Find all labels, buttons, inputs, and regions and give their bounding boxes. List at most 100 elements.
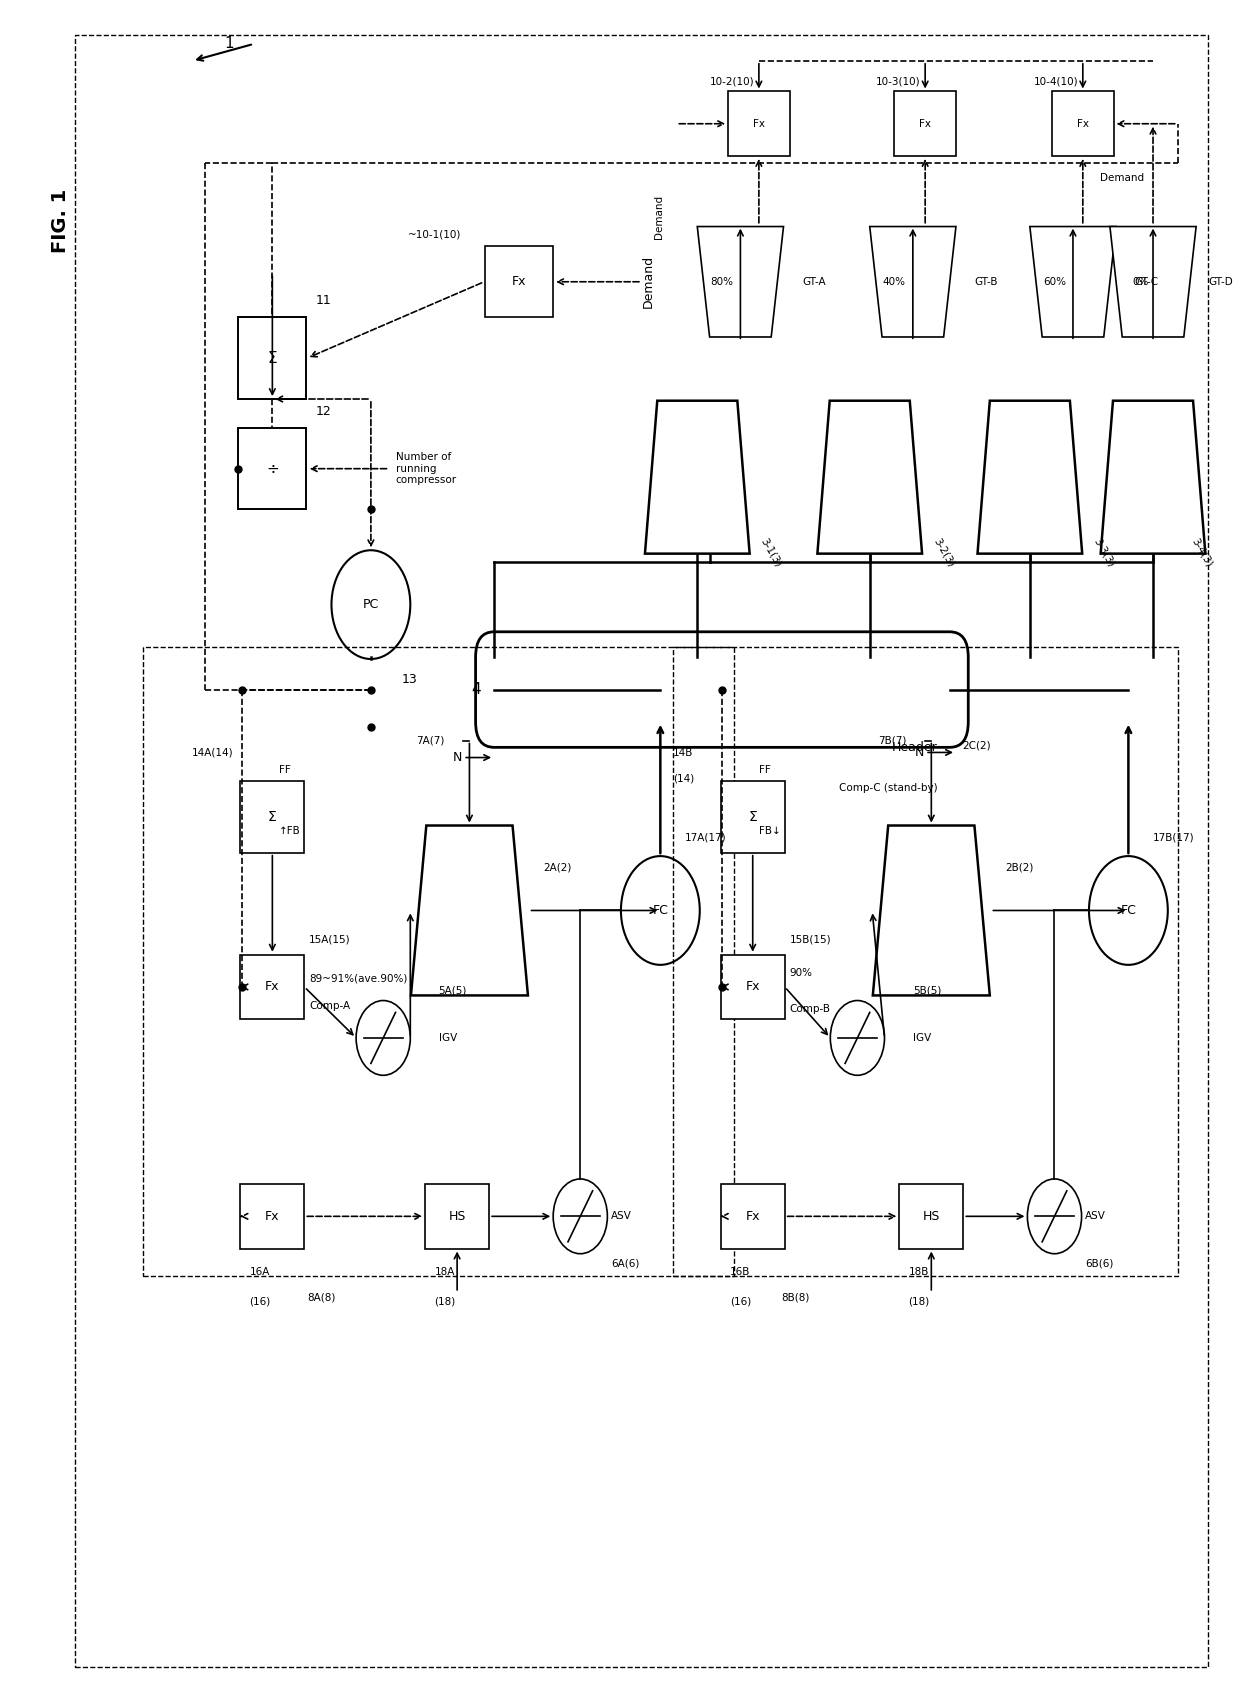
Text: 2B(2): 2B(2) — [1006, 863, 1034, 873]
Text: IGV: IGV — [913, 1033, 931, 1043]
Text: 3-3(3): 3-3(3) — [1091, 536, 1116, 568]
Text: (14): (14) — [672, 773, 694, 783]
FancyBboxPatch shape — [238, 318, 306, 398]
Text: Σ: Σ — [268, 810, 277, 824]
FancyBboxPatch shape — [720, 955, 785, 1019]
Text: Fx: Fx — [511, 276, 526, 288]
Polygon shape — [817, 400, 923, 553]
Polygon shape — [410, 825, 528, 996]
Text: (16): (16) — [249, 1297, 270, 1305]
Text: HS: HS — [923, 1210, 940, 1222]
Text: IGV: IGV — [439, 1033, 456, 1043]
Text: 10-4(10): 10-4(10) — [1034, 77, 1078, 87]
Text: 5B(5): 5B(5) — [913, 985, 941, 996]
Text: 7A(7): 7A(7) — [417, 735, 445, 745]
Text: 13: 13 — [402, 672, 418, 686]
Text: Fx: Fx — [745, 980, 760, 994]
Text: FF: FF — [279, 764, 290, 774]
Text: 11: 11 — [315, 294, 331, 308]
Text: 12: 12 — [315, 405, 331, 417]
Text: 60%: 60% — [1043, 277, 1066, 286]
Text: 16B: 16B — [730, 1268, 750, 1276]
Text: Fx: Fx — [1076, 119, 1089, 129]
FancyBboxPatch shape — [238, 427, 306, 509]
Text: 17A(17): 17A(17) — [684, 832, 727, 842]
Text: Demand: Demand — [642, 255, 655, 308]
Text: 5A(5): 5A(5) — [439, 985, 467, 996]
Text: HS: HS — [449, 1210, 466, 1222]
Text: GT-D: GT-D — [1209, 277, 1234, 286]
Text: GT-C: GT-C — [1135, 277, 1158, 286]
FancyBboxPatch shape — [76, 36, 1209, 1666]
FancyBboxPatch shape — [894, 92, 956, 157]
Text: Fx: Fx — [753, 119, 765, 129]
Polygon shape — [1101, 400, 1205, 553]
FancyBboxPatch shape — [241, 781, 304, 853]
FancyBboxPatch shape — [728, 92, 790, 157]
Polygon shape — [1110, 226, 1197, 337]
FancyBboxPatch shape — [476, 631, 968, 747]
FancyBboxPatch shape — [241, 955, 304, 1019]
Text: 18B: 18B — [909, 1268, 929, 1276]
Polygon shape — [1030, 226, 1116, 337]
Text: FB↓: FB↓ — [759, 825, 781, 836]
Text: Demand: Demand — [655, 196, 665, 240]
Text: Fx: Fx — [745, 1210, 760, 1222]
Text: 3-4(3): 3-4(3) — [1190, 536, 1214, 568]
Text: ↑FB: ↑FB — [279, 825, 300, 836]
Text: 14A(14): 14A(14) — [192, 747, 234, 757]
Text: 89~91%(ave.90%): 89~91%(ave.90%) — [309, 974, 408, 984]
Text: Σ: Σ — [268, 351, 278, 366]
FancyBboxPatch shape — [720, 1185, 785, 1249]
Polygon shape — [977, 400, 1083, 553]
Text: 8B(8): 8B(8) — [781, 1294, 810, 1302]
FancyBboxPatch shape — [485, 247, 553, 318]
Text: 10-3(10): 10-3(10) — [875, 77, 920, 87]
FancyBboxPatch shape — [1052, 92, 1114, 157]
Text: Comp-A: Comp-A — [309, 1001, 351, 1011]
Text: FF: FF — [759, 764, 770, 774]
Text: Fx: Fx — [919, 119, 931, 129]
Text: 18A: 18A — [434, 1268, 455, 1276]
Polygon shape — [869, 226, 956, 337]
Text: 2A(2): 2A(2) — [543, 863, 572, 873]
Text: 16A: 16A — [249, 1268, 270, 1276]
Text: 1: 1 — [224, 36, 234, 51]
FancyBboxPatch shape — [241, 1185, 304, 1249]
Text: 15A(15): 15A(15) — [309, 934, 351, 945]
Text: ASV: ASV — [611, 1212, 632, 1222]
Text: ÷: ÷ — [267, 461, 279, 477]
Text: (18): (18) — [909, 1297, 930, 1305]
Text: 17B(17): 17B(17) — [1153, 832, 1194, 842]
Text: Fx: Fx — [265, 1210, 279, 1222]
Text: 3-1(3): 3-1(3) — [759, 536, 784, 568]
Text: 0%: 0% — [1132, 277, 1149, 286]
Text: FIG. 1: FIG. 1 — [51, 189, 69, 252]
Text: Comp-B: Comp-B — [790, 1004, 831, 1014]
Polygon shape — [645, 400, 750, 553]
Text: GT-B: GT-B — [975, 277, 998, 286]
Text: 8A(8): 8A(8) — [308, 1294, 336, 1302]
Text: 40%: 40% — [883, 277, 906, 286]
Text: FC: FC — [1121, 904, 1136, 917]
Text: 4: 4 — [471, 683, 480, 698]
Text: Number of
running
compressor: Number of running compressor — [396, 453, 456, 485]
Text: Demand: Demand — [1100, 174, 1145, 184]
Text: 90%: 90% — [790, 968, 812, 979]
Polygon shape — [697, 226, 784, 337]
Text: 10-2(10): 10-2(10) — [709, 77, 754, 87]
Text: 6A(6): 6A(6) — [611, 1259, 640, 1268]
Polygon shape — [873, 825, 990, 996]
Text: 6B(6): 6B(6) — [1085, 1259, 1114, 1268]
Text: Σ: Σ — [749, 810, 758, 824]
FancyBboxPatch shape — [425, 1185, 489, 1249]
Text: (16): (16) — [730, 1297, 751, 1305]
Text: ASV: ASV — [1085, 1212, 1106, 1222]
FancyBboxPatch shape — [720, 781, 785, 853]
Text: Header: Header — [892, 740, 937, 754]
Text: (18): (18) — [434, 1297, 455, 1305]
Text: FC: FC — [652, 904, 668, 917]
Text: 14B: 14B — [672, 747, 693, 757]
Text: GT-A: GT-A — [802, 277, 826, 286]
Text: N: N — [453, 751, 461, 764]
